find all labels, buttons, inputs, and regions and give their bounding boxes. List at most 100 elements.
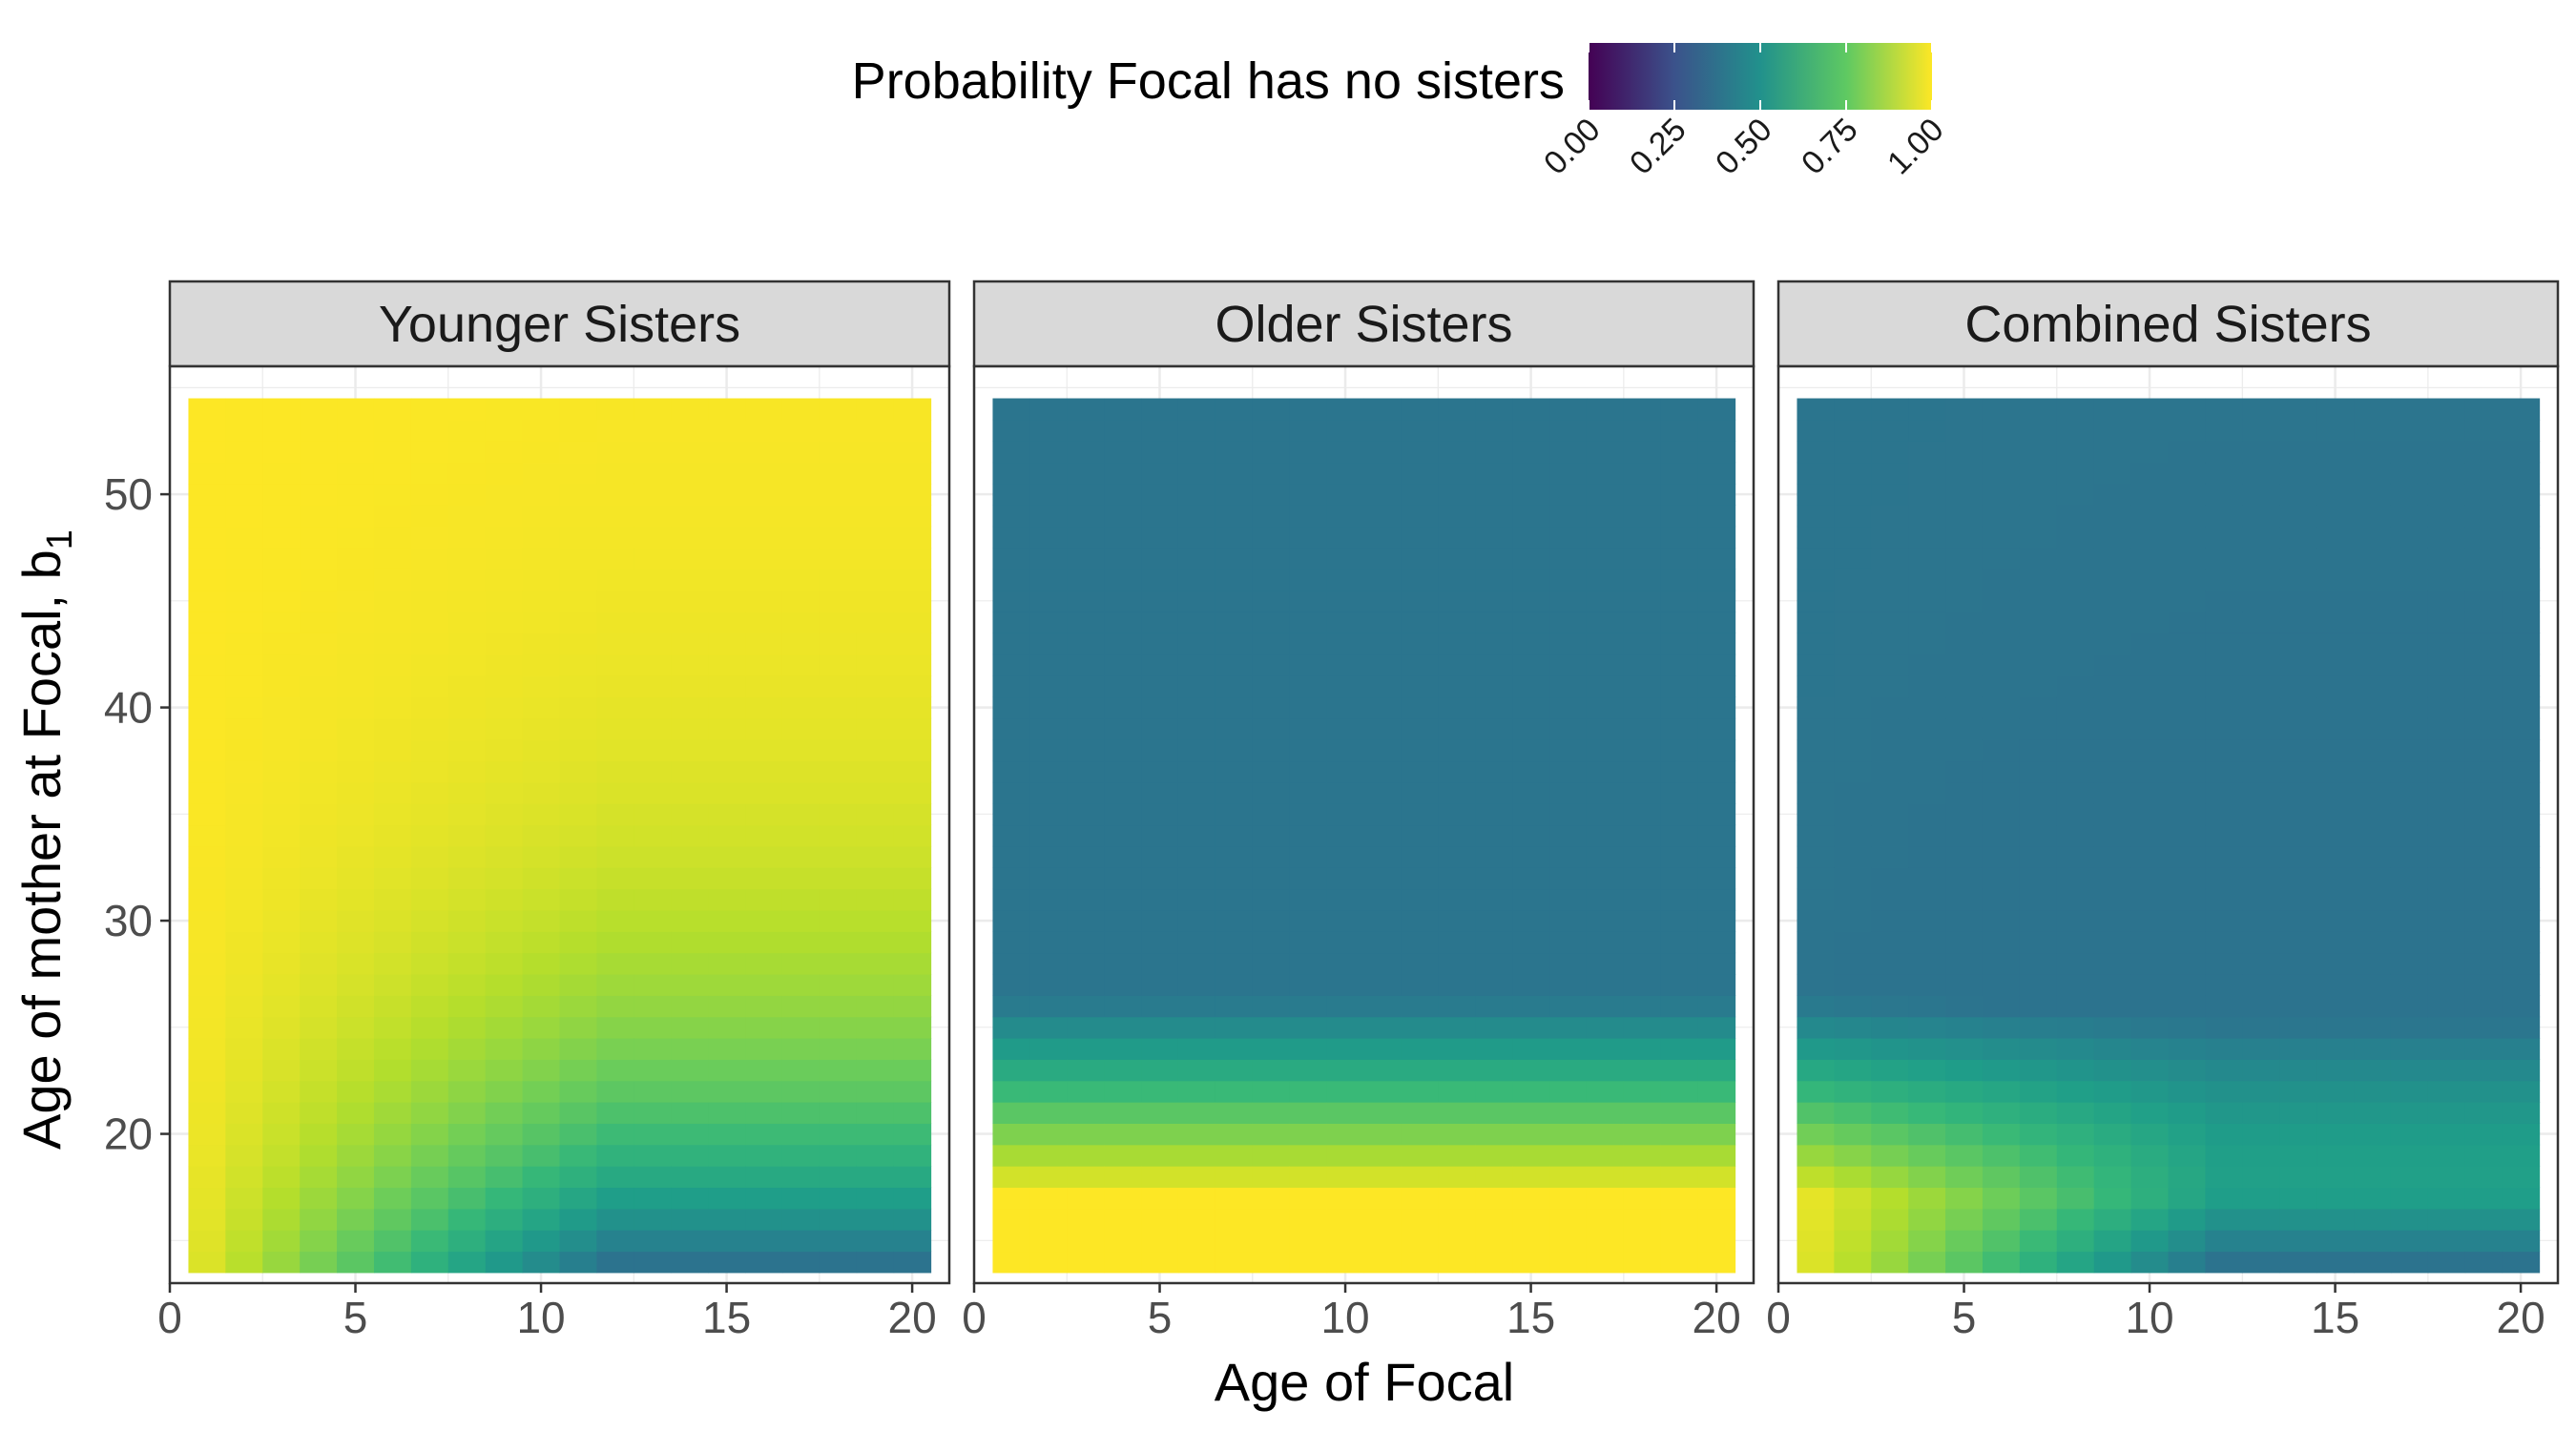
heatmap-tile — [1177, 419, 1216, 442]
heatmap-tile — [2205, 781, 2243, 804]
heatmap-tile — [1215, 633, 1254, 655]
heatmap-tile — [1871, 612, 1909, 633]
heatmap-tile — [300, 569, 338, 591]
heatmap-tile — [781, 419, 821, 442]
heatmap-tile — [781, 973, 821, 996]
heatmap-tile — [1104, 398, 1142, 421]
heatmap-tile — [1289, 781, 1328, 804]
heatmap-tile — [992, 803, 1030, 826]
heatmap-tile — [522, 1037, 561, 1060]
heatmap-tile — [596, 995, 634, 1018]
heatmap-tile — [1982, 717, 2021, 740]
heatmap-tile — [2390, 739, 2429, 762]
heatmap-tile — [745, 441, 783, 464]
heatmap-tile — [559, 1166, 598, 1189]
heatmap-tile — [1215, 952, 1254, 975]
heatmap-tile — [225, 909, 263, 932]
heatmap-tile — [671, 653, 709, 676]
heatmap-tile — [1438, 995, 1476, 1018]
heatmap-tile — [634, 973, 672, 996]
heatmap-tile — [1512, 931, 1550, 954]
heatmap-tile — [596, 781, 634, 804]
heatmap-tile — [1029, 441, 1068, 464]
heatmap-tile — [2093, 547, 2132, 570]
heatmap-tile — [1697, 1208, 1736, 1231]
heatmap-tile — [1252, 1037, 1291, 1060]
heatmap-tile — [596, 952, 634, 975]
heatmap-tile — [1834, 398, 1872, 421]
heatmap-tile — [1797, 696, 1835, 719]
heatmap-tile — [1141, 675, 1179, 698]
heatmap-tile — [671, 995, 709, 1018]
heatmap-tile — [1363, 888, 1402, 911]
heatmap-tile — [262, 867, 301, 890]
heatmap-tile — [1945, 1080, 1984, 1103]
heatmap-tile — [856, 483, 895, 506]
heatmap-tile — [1401, 653, 1439, 676]
heatmap-tile — [1982, 1251, 2021, 1274]
heatmap-tile — [1475, 590, 1513, 612]
heatmap-tile — [2279, 1230, 2317, 1253]
heatmap-tile — [1401, 1080, 1439, 1103]
heatmap-tile — [2390, 1016, 2429, 1039]
heatmap-tile — [634, 1080, 672, 1103]
heatmap-tile — [373, 1080, 412, 1103]
heatmap-tile — [1401, 398, 1439, 421]
heatmap-tile — [893, 867, 932, 890]
heatmap-tile — [2279, 952, 2317, 975]
heatmap-tile — [1363, 1187, 1402, 1210]
heatmap-tile — [447, 888, 487, 911]
heatmap-tile — [1252, 717, 1291, 740]
heatmap-tile — [1141, 952, 1179, 975]
heatmap-tile — [2354, 1208, 2392, 1231]
heatmap-tile — [1623, 845, 1662, 868]
heatmap-tile — [410, 675, 449, 698]
heatmap-tile — [1834, 505, 1872, 528]
heatmap-tile — [225, 505, 263, 528]
heatmap-tile — [708, 569, 746, 591]
heatmap-tile — [1660, 547, 1699, 570]
heatmap-tile — [1289, 569, 1328, 591]
heatmap-tile — [1945, 1037, 1984, 1060]
heatmap-tile — [559, 1251, 598, 1274]
heatmap-tile — [2464, 612, 2503, 633]
heatmap-tile — [1549, 845, 1588, 868]
heatmap-tile — [1177, 483, 1216, 506]
heatmap-tile — [1326, 760, 1365, 783]
heatmap-tile — [410, 995, 449, 1018]
heatmap-tile — [300, 803, 338, 826]
heatmap-tile — [2019, 547, 2058, 570]
heatmap-tile — [2056, 1187, 2095, 1210]
heatmap-tile — [225, 739, 263, 762]
heatmap-tile — [447, 867, 487, 890]
heatmap-tile — [1623, 952, 1662, 975]
heatmap-tile — [1215, 505, 1254, 528]
heatmap-tile — [2279, 441, 2317, 464]
heatmap-tile — [708, 717, 746, 740]
heatmap-tile — [1549, 1037, 1588, 1060]
heatmap-tile — [1945, 696, 1984, 719]
heatmap-tile — [856, 653, 895, 676]
heatmap-tile — [2093, 1123, 2132, 1146]
heatmap-tile — [2130, 1037, 2170, 1060]
heatmap-tile — [1141, 1059, 1179, 1082]
heatmap-tile — [1401, 526, 1439, 549]
heatmap-tile — [2390, 1123, 2429, 1146]
heatmap-tile — [1401, 952, 1439, 975]
heatmap-tile — [225, 1144, 263, 1167]
heatmap-tile — [1586, 1187, 1625, 1210]
heatmap-tile — [671, 612, 709, 633]
heatmap-tile — [671, 845, 709, 868]
heatmap-tile — [1326, 824, 1365, 847]
heatmap-tile — [1326, 1251, 1365, 1274]
heatmap-tile — [2316, 675, 2355, 698]
heatmap-tile — [819, 483, 858, 506]
heatmap-tile — [781, 1059, 821, 1082]
heatmap-tile — [1512, 1080, 1550, 1103]
heatmap-tile — [819, 1187, 858, 1210]
heatmap-tile — [485, 1166, 524, 1189]
heatmap-tile — [2316, 931, 2355, 954]
heatmap-tile — [1141, 1187, 1179, 1210]
heatmap-tile — [2464, 952, 2503, 975]
heatmap-tile — [2464, 1251, 2503, 1274]
